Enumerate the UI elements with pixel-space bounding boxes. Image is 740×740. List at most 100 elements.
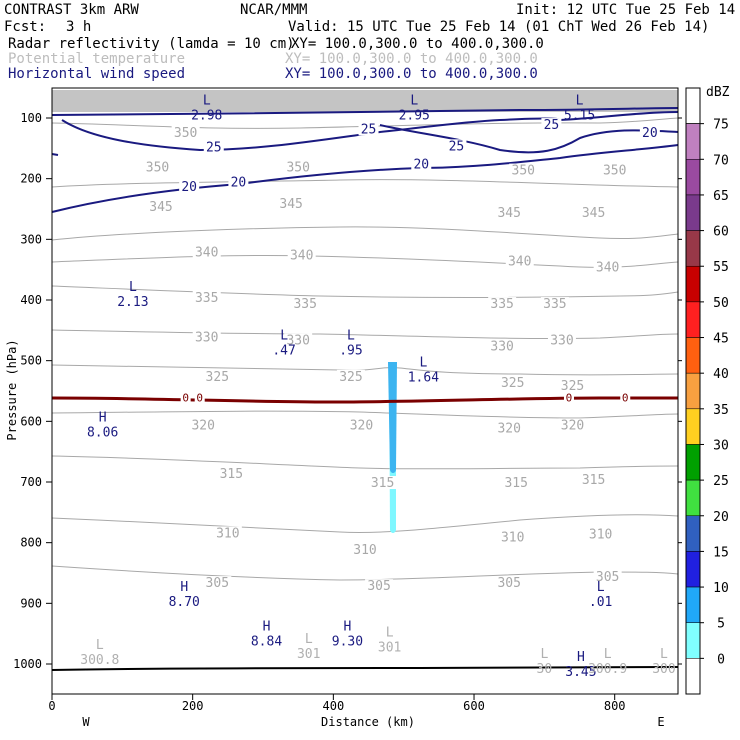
extremum-value: .47 bbox=[272, 343, 295, 358]
extremum-value: 30 bbox=[537, 662, 553, 677]
theta-contour-315 bbox=[51, 455, 679, 470]
valid-time: Valid: 15 UTC Tue 25 Feb 14 (01 ChT Wed … bbox=[288, 19, 709, 35]
extremum-kind: H bbox=[577, 650, 585, 665]
theta-label: 335 bbox=[195, 291, 218, 306]
extremum-value: 8.06 bbox=[87, 425, 118, 440]
extremum-value: 300.9 bbox=[588, 662, 627, 677]
theta-label-bg bbox=[203, 576, 232, 590]
extremum-kind: L bbox=[597, 580, 605, 595]
theta-label: 350 bbox=[512, 164, 535, 179]
y-tick-label: 900 bbox=[20, 596, 42, 610]
theta-label-bg bbox=[502, 476, 531, 490]
extremum-value: 301 bbox=[297, 647, 320, 662]
theta-label: 320 bbox=[561, 418, 584, 433]
field-xy-theta: XY= 100.0,300.0 to 400.0,300.0 bbox=[285, 51, 538, 67]
wind-label-bg bbox=[179, 179, 200, 193]
theta-label-bg bbox=[498, 530, 527, 544]
y-axis-label: Pressure (hPa) bbox=[5, 339, 19, 440]
theta-label-bg bbox=[488, 339, 517, 353]
colorbar-label: 20 bbox=[713, 510, 729, 525]
theta-label-bg bbox=[495, 421, 524, 435]
extremum-value: 2.95 bbox=[399, 109, 430, 124]
theta-label-bg bbox=[558, 378, 587, 392]
colorbar-label: 25 bbox=[713, 474, 729, 489]
theta-label: 305 bbox=[497, 576, 520, 591]
extremum-kind: L bbox=[540, 647, 548, 662]
colorbar-label: 45 bbox=[713, 332, 729, 347]
y-tick-label: 800 bbox=[20, 536, 42, 550]
extremum-kind: H bbox=[180, 580, 188, 595]
extremum-marker: L2.95 bbox=[399, 94, 430, 124]
colorbar-frame bbox=[685, 87, 701, 695]
wind-label: 25 bbox=[361, 122, 377, 137]
wind-label-bg bbox=[541, 118, 562, 132]
x-tick-label: 400 bbox=[323, 699, 345, 713]
theta-label: 330 bbox=[490, 340, 513, 355]
freezing-label: 0 bbox=[182, 391, 189, 404]
wind-label-bg bbox=[411, 157, 432, 171]
theta-contour-320 bbox=[51, 410, 679, 419]
extremum-value: 2.98 bbox=[191, 109, 222, 124]
extremum-value: 5.15 bbox=[564, 109, 595, 124]
wind-label-bg bbox=[203, 140, 224, 154]
colorbar-swatch bbox=[685, 586, 701, 623]
colorbar-swatch bbox=[685, 194, 701, 231]
colorbar-swatch bbox=[685, 265, 701, 303]
extremum-marker: L.95 bbox=[339, 328, 362, 358]
colorbar-label: 10 bbox=[713, 581, 729, 596]
extremum-kind: L bbox=[576, 94, 584, 109]
field-name-theta: Potential temperature bbox=[8, 51, 185, 67]
theta-label-bg bbox=[505, 254, 534, 268]
field-name-reflectivity: Radar reflectivity (lamda = 10 cm) bbox=[8, 36, 295, 52]
field-xy-wind: XY= 100.0,300.0 to 400.0,300.0 bbox=[285, 66, 538, 82]
theta-label-bg bbox=[192, 291, 221, 304]
extremum-marker: H3.45 bbox=[565, 650, 596, 680]
theta-labels: 350 350 350 350 350 345 345 345 345 340 340 340 340 3… bbox=[143, 125, 629, 594]
theta-label: 315 bbox=[220, 467, 243, 482]
colorbar-label: 0 bbox=[717, 652, 725, 667]
wind-label: 25 bbox=[544, 118, 560, 133]
extremum-value: 300 bbox=[652, 662, 675, 677]
extremum-value: 301 bbox=[378, 641, 401, 656]
extremum-value: 8.84 bbox=[251, 635, 282, 650]
extremum-kind: L bbox=[410, 94, 418, 109]
wind-label: 20 bbox=[413, 158, 429, 173]
extremum-kind: L bbox=[604, 647, 612, 662]
theta-label: 310 bbox=[589, 528, 612, 543]
theta-contour-310 bbox=[51, 514, 679, 533]
colorbar-swatch bbox=[685, 658, 701, 695]
colorbar-label: 50 bbox=[713, 296, 729, 311]
theta-contour-305 bbox=[51, 565, 679, 581]
theta-label: 345 bbox=[149, 200, 172, 215]
theta-label: 335 bbox=[543, 297, 566, 312]
colorbar-label: 70 bbox=[713, 153, 729, 168]
theta-label-bg bbox=[368, 476, 397, 490]
x-tick-label: 0 bbox=[48, 699, 55, 713]
theta-contour-350 bbox=[51, 117, 679, 129]
theta-label-bg bbox=[213, 526, 242, 540]
y-tick-label: 700 bbox=[20, 475, 42, 489]
theta-label: 310 bbox=[501, 531, 524, 546]
extremum-value: .01 bbox=[589, 595, 612, 610]
extremum-marker: H8.84 bbox=[251, 620, 282, 650]
extremum-marker: L.01 bbox=[589, 580, 612, 610]
theta-label-bg bbox=[287, 248, 316, 262]
theta-label-bg bbox=[558, 418, 587, 432]
extremum-kind: L bbox=[305, 632, 313, 647]
wind-label: 20 bbox=[231, 176, 247, 191]
wind-label: 25 bbox=[206, 141, 222, 156]
extremum-marker: L1.64 bbox=[408, 356, 439, 386]
theta-label: 315 bbox=[504, 476, 527, 491]
center-title: NCAR/MMM bbox=[240, 2, 307, 18]
extremum-value: 2.13 bbox=[117, 295, 148, 310]
theta-label: 320 bbox=[191, 418, 214, 433]
theta-label: 350 bbox=[146, 161, 169, 176]
theta-label: 325 bbox=[206, 370, 229, 385]
freezing-label-bg bbox=[180, 391, 191, 403]
y-tick-label: 600 bbox=[20, 414, 42, 428]
wind-contour-30 bbox=[51, 107, 679, 116]
